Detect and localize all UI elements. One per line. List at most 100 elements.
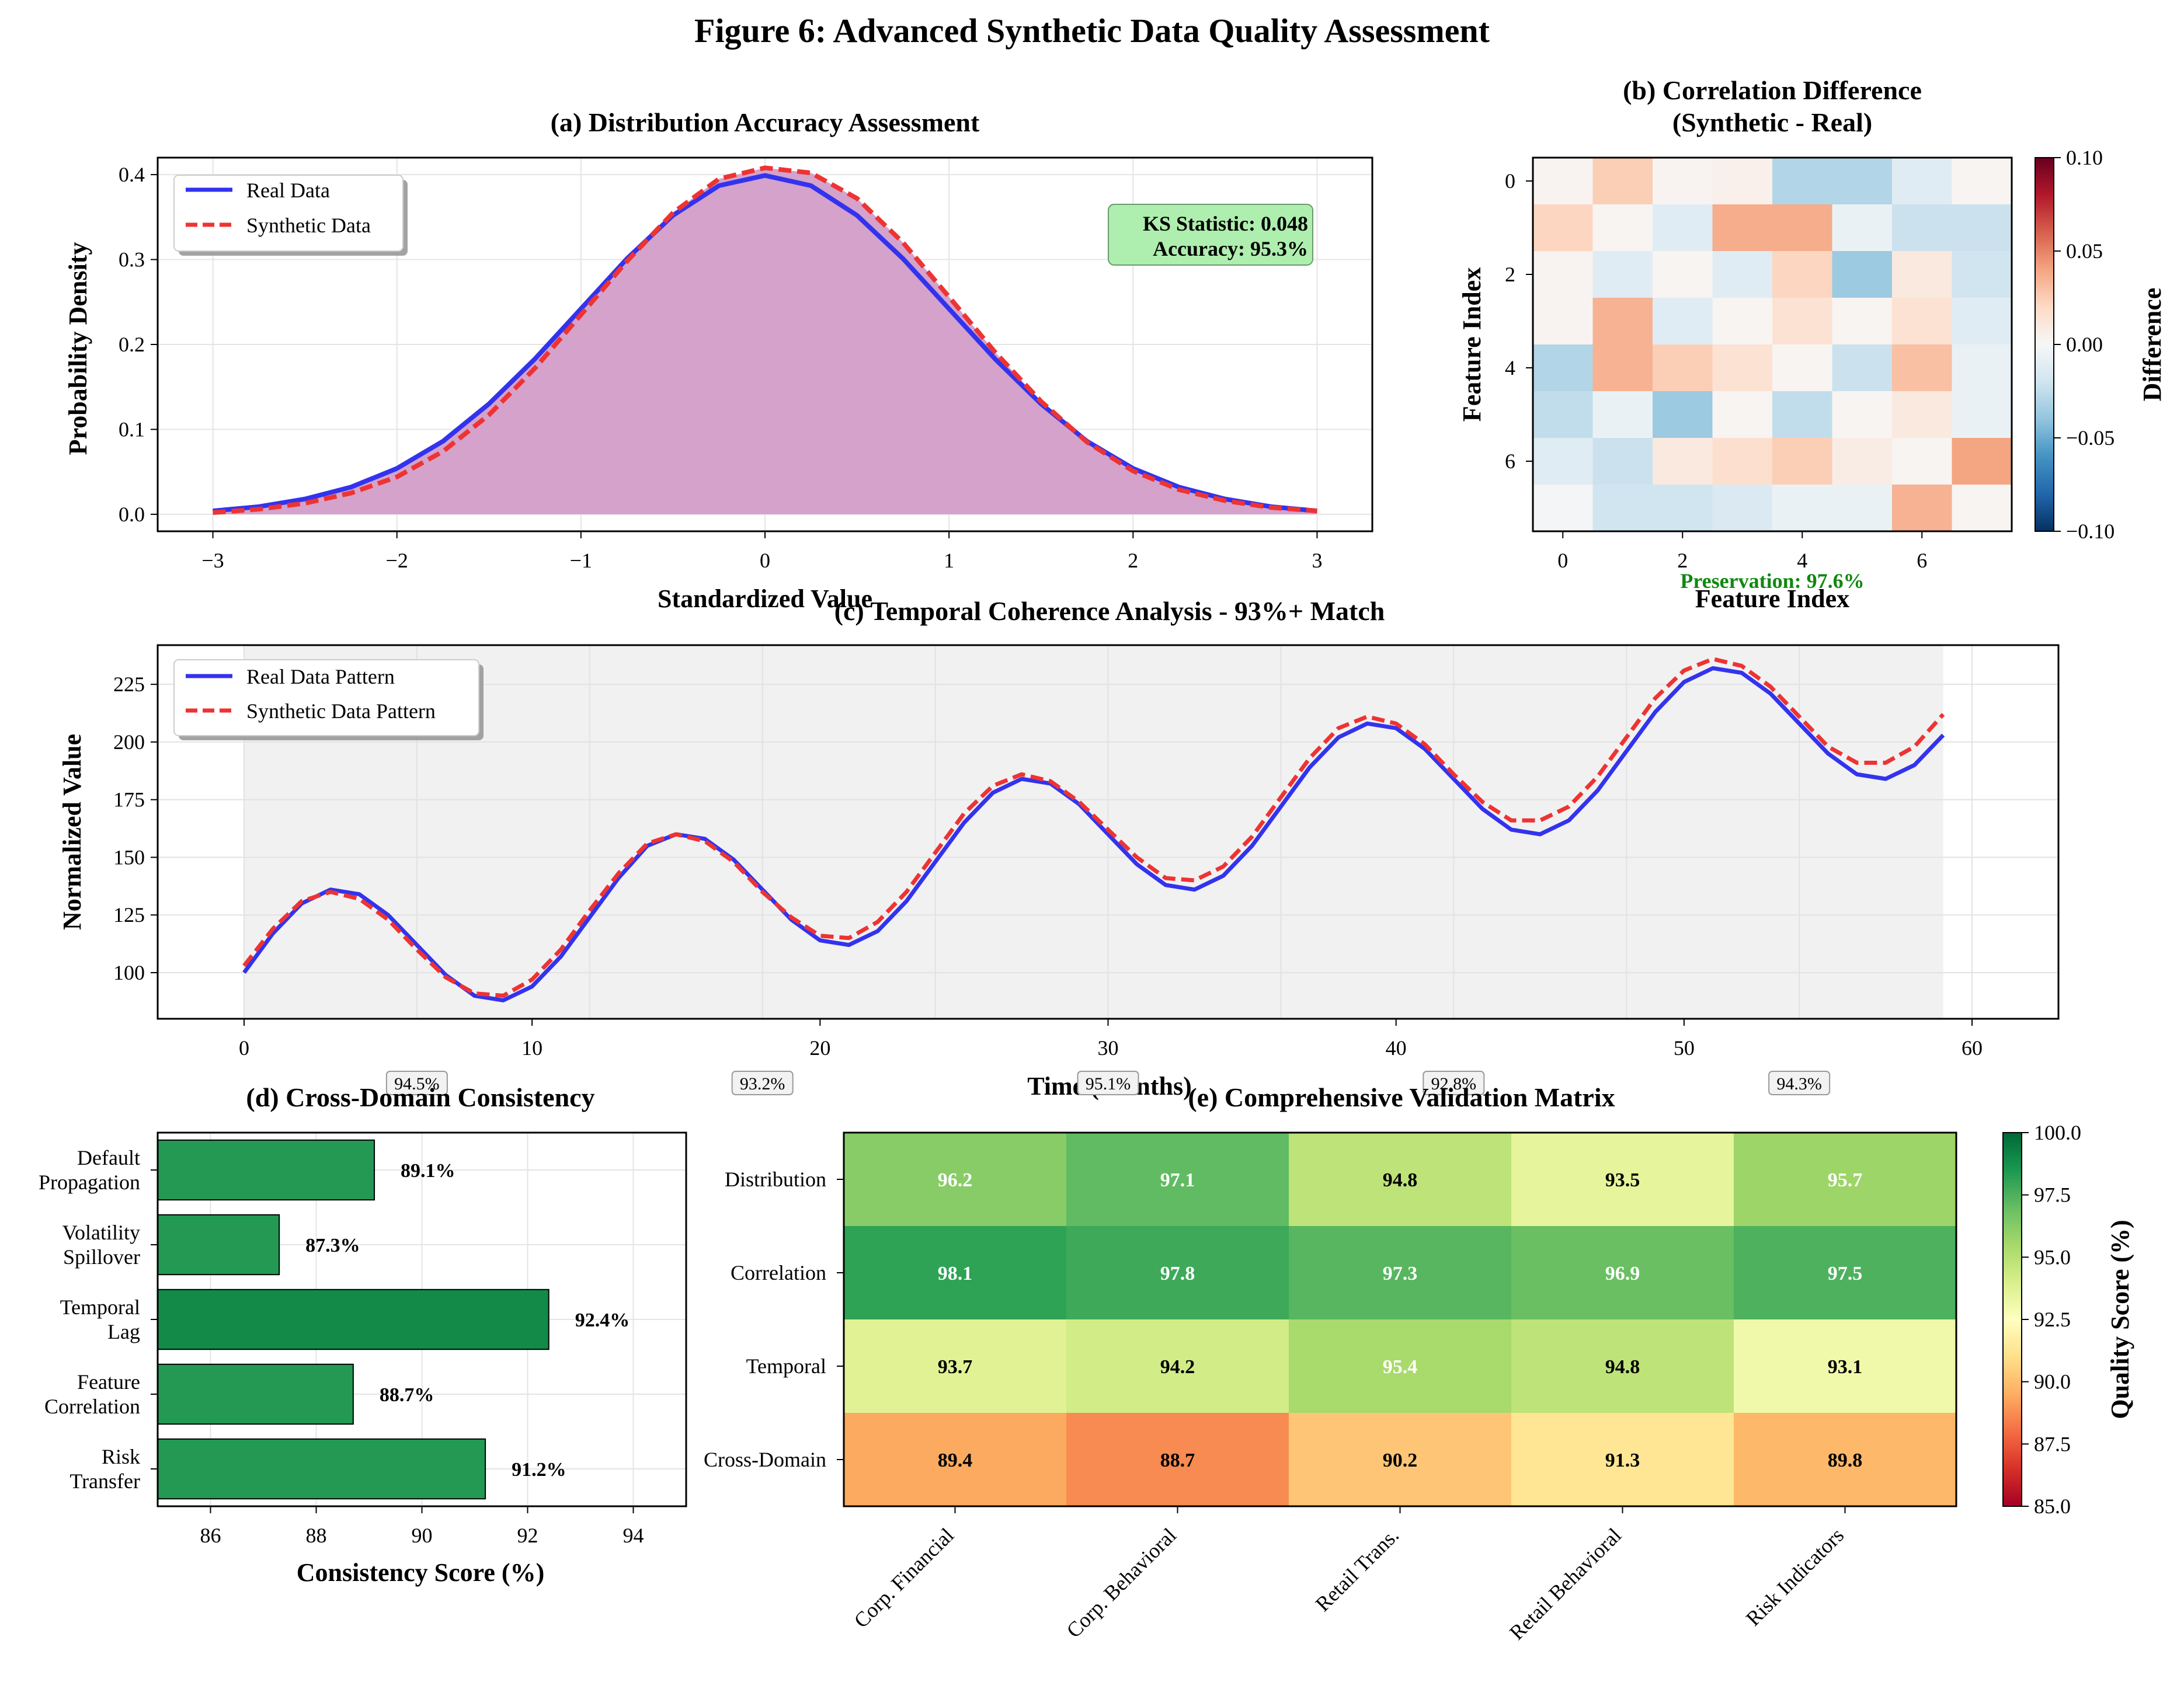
- d-category-label: Temporal: [60, 1296, 140, 1319]
- b-heatmap-cell: [1892, 344, 1952, 392]
- d-category-label: Lag: [107, 1320, 140, 1343]
- ks-statistic-text: KS Statistic: 0.048: [1143, 212, 1308, 235]
- d-category-label: Feature: [77, 1370, 140, 1394]
- c-segment-score-label: 94.5%: [394, 1074, 440, 1094]
- c-ytick-label: 175: [113, 788, 145, 812]
- a-ytick-label: 0.4: [119, 163, 145, 186]
- panel-a-legend: Real Data Synthetic Data: [173, 175, 408, 256]
- b-heatmap-cell: [1952, 251, 2012, 298]
- c-real-pattern-line: [242, 666, 1945, 1002]
- a-ytick-label: 0.2: [119, 333, 145, 356]
- panel-a-ylabel: Probability Density: [64, 242, 92, 455]
- a-ytick-label: 0.1: [119, 417, 145, 441]
- e-matrix-value: 97.8: [1160, 1263, 1195, 1284]
- b-colorbar-tick-label: −0.10: [2066, 520, 2115, 543]
- e-matrix-value: 93.1: [1828, 1356, 1863, 1378]
- e-column-label: Corp. Behavioral: [1062, 1523, 1181, 1642]
- a-ytick-label: 0.3: [119, 248, 145, 271]
- e-colorbar-tick-label: 90.0: [2034, 1370, 2071, 1394]
- d-bar: [157, 1139, 375, 1201]
- b-heatmap-cell: [1952, 485, 2012, 532]
- e-matrix-value: 93.5: [1605, 1169, 1640, 1191]
- e-matrix-value: 96.2: [938, 1169, 973, 1191]
- b-heatmap-cell: [1533, 204, 1593, 252]
- b-heatmap-cell: [1592, 485, 1653, 532]
- e-colorbar-tick-label: 95.0: [2034, 1245, 2071, 1269]
- b-heatmap-cell: [1772, 391, 1832, 438]
- a-xtick-label: 2: [1128, 549, 1138, 572]
- legend-synthetic-label: Synthetic Data: [246, 214, 371, 237]
- panel-b-colorbar-label: Difference: [2138, 288, 2166, 402]
- b-xtick-label: 2: [1677, 549, 1688, 572]
- c-xtick-label: 30: [1098, 1036, 1119, 1060]
- e-matrix-cell: [1066, 1413, 1289, 1507]
- b-heatmap-cell: [1772, 485, 1832, 532]
- b-heatmap-cell: [1712, 298, 1773, 345]
- b-xtick-label: 0: [1557, 549, 1568, 572]
- legend-real-pattern-label: Real Data Pattern: [246, 665, 395, 688]
- b-heatmap-cell: [1653, 204, 1713, 252]
- d-xtick-label: 86: [200, 1524, 221, 1547]
- b-heatmap-cell: [1772, 251, 1832, 298]
- c-synthetic-pattern-line: [242, 657, 1945, 998]
- b-heatmap-cell: [1892, 158, 1952, 205]
- b-heatmap-cell: [1772, 344, 1832, 392]
- b-heatmap-cell: [1712, 251, 1773, 298]
- b-heatmap-cell: [1892, 391, 1952, 438]
- preservation-text: Preservation: 97.6%: [1680, 569, 1864, 593]
- e-matrix-cell: [1511, 1226, 1734, 1320]
- c-xtick-label: 10: [521, 1036, 542, 1060]
- d-category-label: Transfer: [69, 1469, 140, 1493]
- b-heatmap-cell: [1712, 391, 1773, 438]
- b-heatmap-cell: [1952, 298, 2012, 345]
- b-heatmap-cell: [1772, 298, 1832, 345]
- d-xtick-label: 90: [412, 1524, 433, 1547]
- b-xtick-label: 4: [1797, 549, 1807, 572]
- e-matrix-value: 90.2: [1383, 1450, 1418, 1471]
- d-xtick-label: 94: [623, 1524, 644, 1547]
- accuracy-text: Accuracy: 95.3%: [1153, 237, 1308, 260]
- panel-e-colorbar: [2002, 1132, 2022, 1507]
- e-matrix-value: 91.3: [1605, 1450, 1640, 1471]
- c-ytick-label: 125: [113, 903, 145, 927]
- c-segment-score-box: [385, 1071, 448, 1095]
- b-heatmap-cell: [1832, 391, 1893, 438]
- b-heatmap-cell: [1533, 298, 1593, 345]
- panel-e-title: (e) Comprehensive Validation Matrix: [1188, 1082, 1615, 1112]
- e-row-label: Cross-Domain: [704, 1448, 826, 1471]
- b-ytick-label: 2: [1505, 263, 1515, 286]
- a-ytick-label: 0.0: [119, 503, 145, 526]
- a-synthetic-data-line: [213, 165, 1317, 515]
- b-xtick-label: 6: [1917, 549, 1927, 572]
- d-category-label: Correlation: [44, 1395, 140, 1418]
- c-segment-score-label: 95.1%: [1086, 1074, 1131, 1094]
- c-segment-score-box: [1423, 1071, 1485, 1095]
- b-heatmap-cell: [1592, 391, 1653, 438]
- b-heatmap-cell: [1533, 485, 1593, 532]
- d-bar: [157, 1214, 280, 1276]
- b-heatmap-cell: [1592, 438, 1653, 485]
- b-heatmap-cell: [1952, 391, 2012, 438]
- panel-c-legend: Real Data Pattern Synthetic Data Pattern: [173, 659, 484, 740]
- panel-b-xlabel: Feature Index: [1695, 584, 1849, 613]
- b-heatmap-cell: [1772, 204, 1832, 252]
- b-heatmap-cell: [1653, 391, 1713, 438]
- e-matrix-cell: [1289, 1413, 1512, 1507]
- e-matrix-value: 88.7: [1160, 1450, 1195, 1471]
- e-matrix-cell: [844, 1413, 1067, 1507]
- c-ytick-label: 150: [113, 845, 145, 869]
- b-heatmap-cell: [1892, 438, 1952, 485]
- a-xtick-label: −2: [386, 549, 408, 572]
- e-column-label: Retail Trans.: [1311, 1523, 1403, 1615]
- b-heatmap-cell: [1772, 158, 1832, 205]
- d-xtick-label: 88: [306, 1524, 327, 1547]
- e-matrix-cell: [1511, 1319, 1734, 1413]
- e-matrix-value: 94.8: [1383, 1169, 1418, 1191]
- b-heatmap-cell: [1533, 438, 1593, 485]
- b-heatmap-cell: [1592, 344, 1653, 392]
- e-matrix-value: 89.8: [1828, 1450, 1863, 1471]
- e-row-label: Distribution: [725, 1168, 826, 1191]
- a-xtick-label: −3: [201, 549, 224, 572]
- e-matrix-cell: [1734, 1226, 1957, 1320]
- b-heatmap-cell: [1712, 158, 1773, 205]
